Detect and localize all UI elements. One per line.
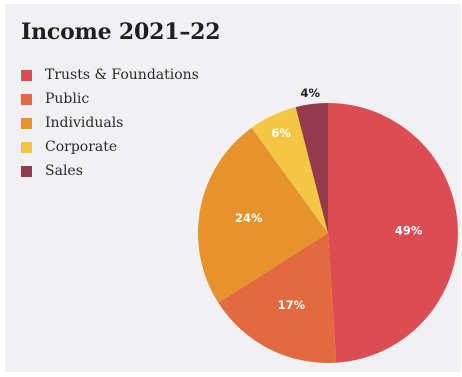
- slice-value-label-sales: 4%: [301, 86, 321, 100]
- pie-slice-individuals: [198, 127, 328, 303]
- legend-label-trusts-foundations: Trusts & Foundations: [45, 67, 199, 83]
- legend-label-public: Public: [45, 91, 90, 107]
- chart-legend: Trusts & Foundations Public Individuals …: [21, 63, 199, 183]
- chart-title: Income 2021–22: [21, 19, 221, 45]
- legend-swatch-public: [21, 93, 32, 105]
- pie-slice-sales: [295, 103, 328, 233]
- slice-value-label-individuals: 24%: [235, 211, 263, 225]
- legend-swatch-individuals: [21, 117, 32, 129]
- slice-value-label-corporate: 6%: [271, 126, 291, 140]
- legend-item-sales: Sales: [21, 159, 199, 183]
- slice-value-label-trusts-foundations: 49%: [395, 224, 423, 238]
- pie-slice-trusts-foundations: [328, 103, 458, 363]
- legend-label-corporate: Corporate: [45, 139, 118, 155]
- legend-swatch-sales: [21, 165, 32, 177]
- legend-item-individuals: Individuals: [21, 111, 199, 135]
- pie-slice-corporate: [251, 107, 328, 233]
- legend-swatch-trusts-foundations: [21, 69, 32, 81]
- chart-panel: Income 2021–22 Trusts & Foundations Publ…: [5, 4, 461, 372]
- legend-item-trusts-foundations: Trusts & Foundations: [21, 63, 199, 87]
- legend-item-corporate: Corporate: [21, 135, 199, 159]
- legend-swatch-corporate: [21, 141, 32, 153]
- pie-chart: 49% 17% 24% 6% 4%: [198, 86, 458, 363]
- pie-slice-public: [218, 233, 337, 363]
- legend-label-sales: Sales: [45, 163, 83, 179]
- legend-label-individuals: Individuals: [45, 115, 124, 131]
- legend-item-public: Public: [21, 87, 199, 111]
- slice-value-label-public: 17%: [278, 298, 306, 312]
